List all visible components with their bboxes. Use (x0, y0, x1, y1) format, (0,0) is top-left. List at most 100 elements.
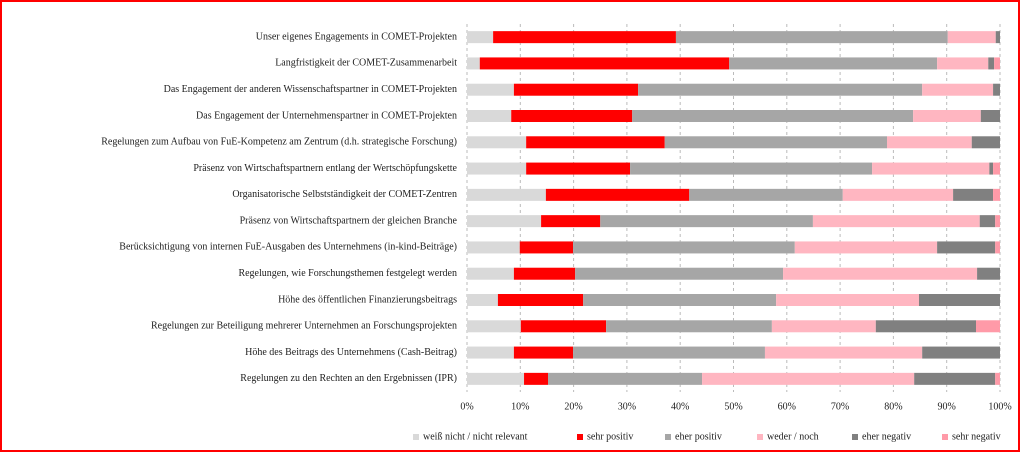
y-tick-label: Unser eigenes Engagements in COMET-Proje… (256, 31, 457, 42)
bar-segment (513, 267, 576, 280)
bar-segment (511, 110, 633, 122)
legend-label: weder / noch (767, 431, 819, 442)
bar-segment (937, 241, 996, 254)
x-tick-label: 60% (778, 401, 796, 412)
bar-segment (995, 215, 1000, 228)
y-tick-label: Präsenz von Wirtschaftspartnern der glei… (240, 215, 458, 226)
bar-segment (995, 31, 1000, 44)
bar-segment (947, 31, 996, 44)
bar-segment (600, 215, 813, 228)
bar-segment (467, 267, 514, 280)
bar-segment (526, 136, 665, 149)
bar-segment (875, 320, 977, 333)
legend-swatch (852, 434, 858, 440)
x-tick-label: 80% (884, 401, 902, 412)
legend-label: sehr positiv (587, 431, 633, 442)
bar-segment (513, 83, 639, 96)
bar-segment (977, 267, 1000, 280)
bar-segment (519, 241, 574, 254)
bar-segment (675, 31, 948, 44)
legend-label: eher negativ (862, 431, 911, 442)
bar-segment (994, 57, 1000, 70)
legend-swatch (665, 434, 671, 440)
y-tick-label: Regelungen zum Aufbau von FuE-Kompetenz … (101, 137, 457, 148)
bar-segment (467, 57, 480, 70)
bar-segment (989, 162, 994, 175)
x-tick-label: 100% (988, 401, 1011, 412)
bar-segment (937, 57, 989, 70)
bar-segment (664, 136, 888, 149)
bar-segment (783, 267, 978, 280)
y-tick-label: Berücksichtigung von internen FuE-Ausgab… (119, 242, 457, 253)
bar-segment (913, 110, 981, 122)
legend-swatch (757, 434, 763, 440)
bar-segment (771, 320, 876, 333)
x-tick-label: 20% (564, 401, 582, 412)
bar-segment (467, 162, 527, 175)
bar-segment (729, 57, 938, 70)
legend-label: sehr negativ (952, 431, 1001, 442)
bar-segment (541, 215, 601, 228)
bar-segment (513, 346, 574, 359)
bar-segment (493, 31, 676, 44)
bar-segment (993, 162, 1000, 175)
bar-segment (794, 241, 938, 254)
legend-swatch (942, 434, 948, 440)
bar-segment (988, 57, 995, 70)
bar-segment (467, 188, 546, 201)
bar-segment (575, 267, 784, 280)
bar-segment (976, 320, 1000, 333)
bar-segment (497, 294, 584, 306)
bar-segment (467, 320, 521, 333)
legend-label: eher positiv (675, 431, 722, 442)
bar-segment (548, 372, 703, 385)
y-tick-label: Präsenz von Wirtschaftspartnern entlang … (193, 163, 457, 174)
bar-segment (764, 346, 923, 359)
y-tick-label: Regelungen zu den Rechten an den Ergebni… (240, 373, 457, 384)
bar-segment (812, 215, 980, 228)
bar-segment (467, 241, 520, 254)
x-tick-label: 70% (831, 401, 849, 412)
x-tick-label: 10% (511, 401, 529, 412)
bar-segment (467, 83, 514, 96)
x-tick-label: 50% (724, 401, 742, 412)
bar-segment (467, 31, 494, 44)
legend-label: weiß nicht / nicht relevant (423, 431, 528, 442)
bar-segment (632, 110, 914, 122)
bar-segment (995, 372, 1000, 385)
legend-swatch (413, 434, 419, 440)
bar-segment (993, 83, 1000, 96)
bar-segment (467, 215, 542, 228)
bar-segment (918, 294, 1000, 306)
bar-segment (842, 188, 954, 201)
y-tick-label: Regelungen zur Beteiligung mehrerer Unte… (151, 321, 457, 332)
bar-segment (630, 162, 873, 175)
bar-segment (573, 241, 795, 254)
bar-segment (776, 294, 919, 306)
bar-segment (545, 188, 690, 201)
bar-segment (922, 83, 994, 96)
bar-segment (922, 346, 1000, 359)
bar-segment (467, 110, 512, 122)
bar-segment (702, 372, 915, 385)
y-tick-label: Höhe des Beitrags des Unternehmens (Cash… (245, 347, 457, 358)
y-tick-label: Regelungen, wie Forschungsthemen festgel… (238, 268, 457, 279)
y-tick-label: Organisatorische Selbstständigkeit der C… (232, 189, 457, 200)
y-tick-label: Das Engagement der Unternehmenspartner i… (196, 110, 457, 121)
bar-segment (520, 320, 607, 333)
bar-segment (526, 162, 631, 175)
bar-segment (606, 320, 772, 333)
x-tick-label: 40% (671, 401, 689, 412)
bar-segment (583, 294, 777, 306)
bar-segment (887, 136, 972, 149)
bar-segment (524, 372, 549, 385)
bar-segment (953, 188, 994, 201)
legend-swatch (577, 434, 583, 440)
x-tick-label: 30% (618, 401, 636, 412)
bar-segment (467, 136, 527, 149)
y-tick-label: Das Engagement der anderen Wissenschafts… (164, 84, 457, 95)
bar-segment (479, 57, 730, 70)
bar-segment (914, 372, 996, 385)
